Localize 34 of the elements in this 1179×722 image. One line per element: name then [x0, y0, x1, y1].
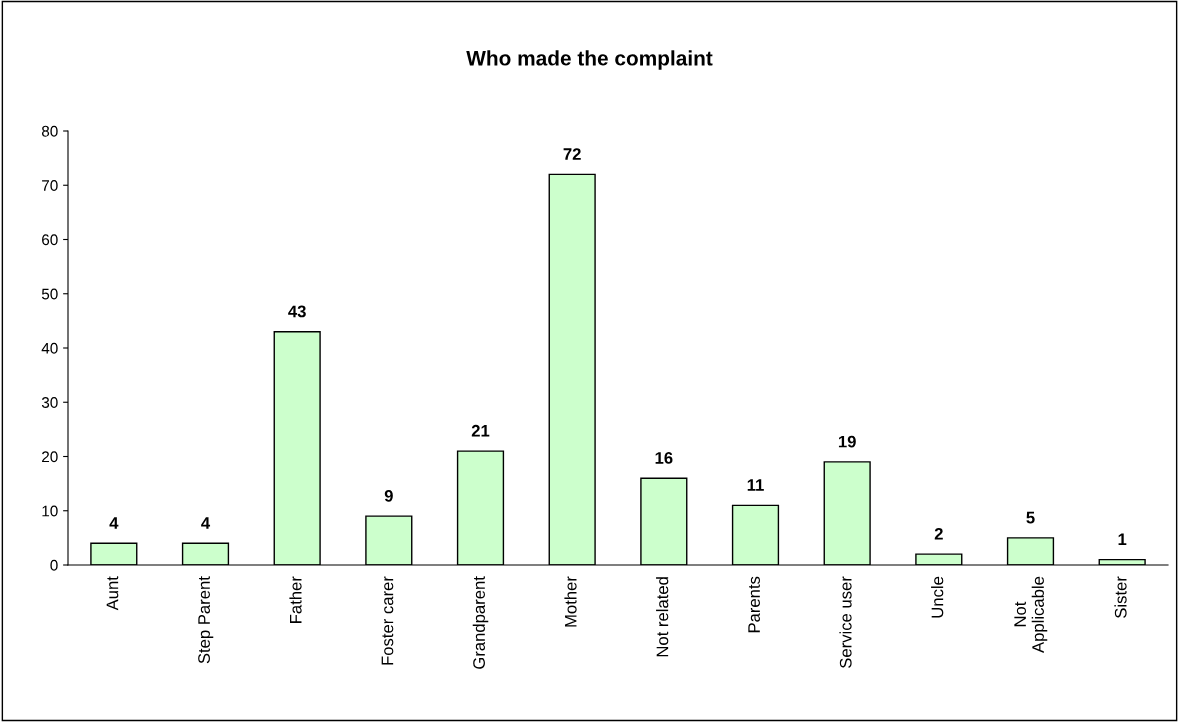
- x-tick-label: Aunt: [106, 576, 119, 611]
- data-label: 11: [747, 479, 764, 491]
- x-tick-label: Not Applicable: [1014, 576, 1048, 653]
- y-tick-label: 70: [42, 180, 58, 191]
- y-tick-label: 0: [50, 559, 58, 571]
- y-tick-label: 50: [41, 288, 58, 300]
- data-label: 21: [471, 424, 490, 437]
- x-tick-label: Step Parent: [198, 576, 214, 664]
- data-label: 4: [201, 517, 211, 529]
- x-tick-label: Sister: [1114, 576, 1127, 618]
- x-tick-label: Service user: [839, 576, 852, 668]
- data-label: 19: [838, 435, 856, 448]
- x-tick-label: Grandparent: [472, 576, 489, 669]
- y-tick-label: 10: [42, 505, 58, 517]
- x-tick-label: Parents: [748, 576, 760, 633]
- y-tick-label: 20: [42, 451, 58, 463]
- x-tick-label: Mother: [564, 576, 577, 627]
- data-label: 16: [655, 451, 673, 464]
- y-tick-label: 80: [41, 125, 58, 137]
- data-label: 5: [1026, 511, 1035, 524]
- y-tick-label: 40: [41, 342, 58, 354]
- x-tick-label: Father: [289, 576, 302, 623]
- x-tick-label: Foster carer: [381, 576, 394, 665]
- data-label: 43: [288, 305, 306, 318]
- y-tick-label: 30: [41, 397, 58, 408]
- x-tick-label: Uncle: [931, 576, 944, 618]
- data-label: 2: [934, 527, 943, 540]
- data-label: 1: [1118, 533, 1127, 546]
- chart-title: Who made the complaint: [466, 50, 713, 70]
- data-label: 4: [109, 517, 119, 529]
- data-label: 72: [563, 148, 581, 160]
- x-tick-label: Not related: [656, 577, 669, 657]
- y-tick-label: 60: [42, 234, 58, 246]
- data-label: 9: [384, 489, 393, 502]
